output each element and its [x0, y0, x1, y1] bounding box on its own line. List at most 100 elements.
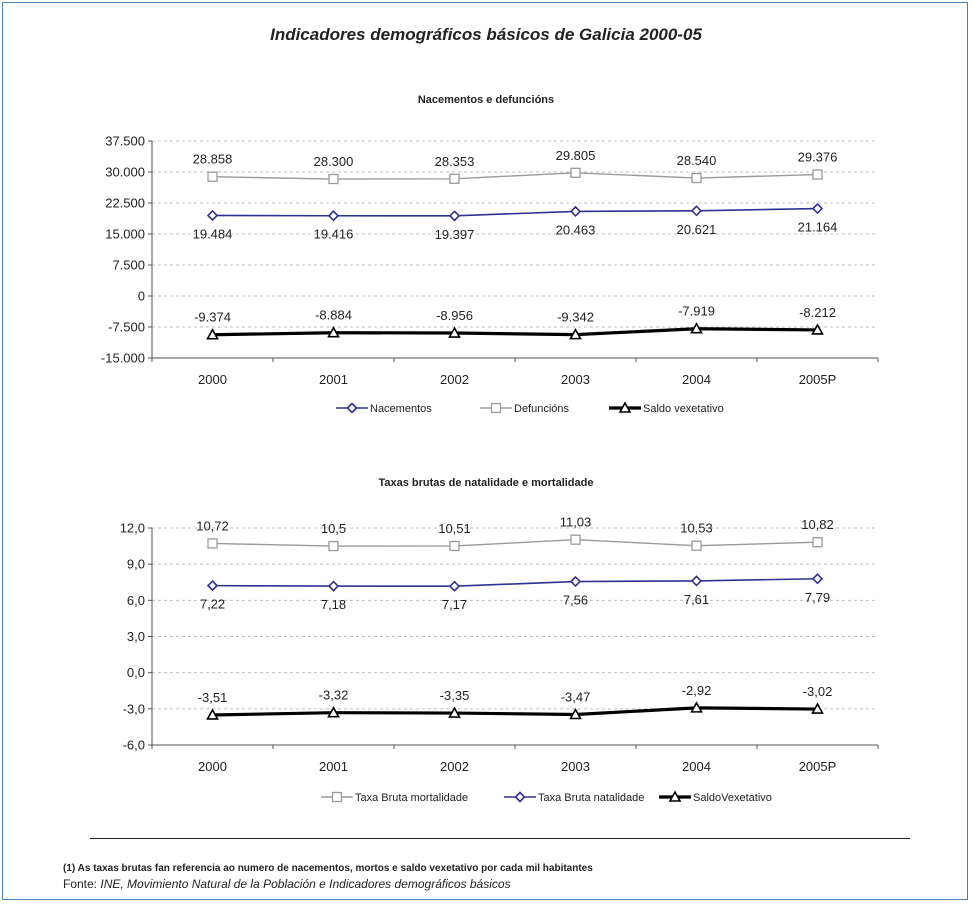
chart1-data-label: 28.300 [314, 154, 354, 169]
chart1-data-label: 28.353 [435, 154, 475, 169]
chart2-data-label: 7,18 [321, 597, 346, 612]
chart1-data-label: -9.342 [557, 310, 594, 325]
chart1-x-tick-label: 2002 [440, 372, 469, 387]
source-text: INE, Movimiento Natural de la Población … [100, 877, 511, 891]
chart2-data-point [811, 702, 824, 714]
chart2-data-label: 10,53 [680, 521, 713, 536]
chart1-y-tick-label: 30.000 [105, 165, 145, 180]
chart1-y-tick-label: -15.000 [101, 351, 145, 366]
chart2-y-tick-label: 9,0 [127, 557, 145, 572]
chart1-legend-defuncions-label: Defuncións [514, 403, 570, 415]
chart2-x-tick-label: 2004 [682, 759, 711, 774]
chart2-series-line-1 [212, 577, 818, 588]
chart1-data-label: 20.621 [677, 222, 717, 237]
chart1-data-point [328, 173, 339, 185]
chart2-data-point [811, 573, 824, 585]
chart2-data-point [206, 708, 219, 720]
chart1-data-label: -8.956 [436, 308, 473, 323]
chart1-data-point [206, 328, 219, 340]
divider [90, 838, 910, 839]
page-title: Indicadores demográficos básicos de Gali… [270, 25, 702, 44]
chart1-x-tick-label: 2003 [561, 372, 590, 387]
chart2-data-point [328, 540, 339, 552]
chart1-y-tick-label: 37.500 [105, 134, 145, 149]
chart1-series-line-0 [212, 207, 818, 217]
chart1-data-point [448, 326, 461, 338]
chart1-data-point [206, 209, 219, 222]
chart2-x-tick-label: 2005P [799, 759, 837, 774]
chart1-data-point [811, 202, 824, 215]
chart2-series-line-2 [212, 706, 818, 717]
chart1-data-label: 29.805 [556, 148, 596, 163]
chart2-data-label: -3,51 [198, 690, 228, 705]
chart1-legend-defuncions-marker [490, 402, 502, 414]
chart2-data-point [570, 534, 581, 545]
chart1-title: Nacementos e defuncións [418, 94, 554, 106]
chart1-data-point [569, 205, 582, 218]
chart2-data-point [569, 575, 582, 588]
chart2-y-tick-label: 3,0 [127, 629, 145, 644]
chart2-series-line-0 [212, 538, 818, 547]
chart1-x-tick-label: 2000 [198, 372, 227, 387]
chart1-legend-nacementos-label: Nacementos [370, 403, 432, 415]
chart2-data-point [569, 707, 582, 720]
chart2-legend-taxa-mortalidade-label: Taxa Bruta mortalidade [355, 792, 468, 804]
chart2-data-label: 7,17 [442, 597, 467, 612]
chart2-data-label: -3,02 [803, 684, 833, 699]
chart1-x-tick-label: 2004 [682, 372, 711, 387]
chart2-data-label: -2,92 [682, 683, 712, 698]
chart2-legend-saldovexetativo-marker [668, 790, 682, 802]
chart2-data-point [327, 706, 340, 718]
chart1-y-tick-label: -7.500 [108, 320, 145, 335]
chart2-legend-taxa-natalidade-label: Taxa Bruta natalidade [538, 792, 644, 804]
chart2-y-tick-label: 12,0 [120, 521, 145, 536]
chart1-data-label: 28.858 [193, 152, 233, 167]
chart1-y-tick-label: 0 [138, 289, 145, 304]
chart1-series-line-2 [212, 327, 818, 337]
chart2-x-tick-label: 2001 [319, 759, 348, 774]
chart1-data-label: 28.540 [677, 153, 717, 168]
chart2-legend-taxa-natalidade-marker [514, 791, 526, 803]
chart1-x-tick-label: 2001 [319, 372, 348, 387]
chart2-y-tick-label: -6,0 [123, 738, 145, 753]
chart2-data-point [691, 540, 702, 551]
chart2-data-label: 11,03 [560, 515, 592, 530]
chart2-legend-taxa-mortalidade-marker [331, 791, 343, 803]
chart1-data-point [812, 169, 823, 180]
chart1-data-point [448, 210, 461, 222]
chart1-data-label: 19.397 [435, 227, 475, 242]
chart2-x-tick-label: 2002 [440, 759, 469, 774]
chart1-x-tick-label: 2005P [799, 372, 837, 387]
chart2-data-point [690, 701, 703, 713]
chart2-data-label: -3,47 [561, 689, 591, 704]
chart1-y-tick-label: 22.500 [105, 196, 145, 211]
chart1-data-label: -8.212 [799, 305, 836, 320]
chart2-data-point [690, 575, 703, 587]
chart1-data-label: 29.376 [798, 150, 838, 165]
chart2-title: Taxas brutas de natalidade e mortalidade [379, 477, 594, 489]
chart1-data-point [327, 326, 340, 338]
chart2-y-tick-label: -3,0 [123, 701, 145, 716]
chart2-data-label: 10,51 [438, 521, 471, 536]
chart2-data-label: 7,79 [805, 590, 830, 605]
chart1-data-point [569, 327, 582, 340]
chart2-y-tick-label: 6,0 [127, 593, 145, 608]
chart2-data-point [448, 580, 461, 592]
chart2-y-tick-label: 0,0 [127, 665, 145, 680]
chart1-data-label: -8.884 [315, 308, 352, 323]
chart1-data-label: -7.919 [678, 304, 715, 319]
chart1-data-point [207, 171, 218, 182]
chart1-data-point [690, 322, 703, 334]
chart1-data-point [327, 210, 340, 222]
chart2-data-point [449, 540, 460, 552]
chart1-y-tick-label: 7.500 [112, 258, 145, 273]
chart1-data-point [811, 323, 824, 335]
chart1-data-label: 19.416 [314, 227, 354, 242]
chart2-legend-saldovexetativo-label: SaldoVexetativo [693, 792, 772, 804]
chart2-data-label: -3,32 [319, 688, 349, 703]
footnote: (1) As taxas brutas fan referencia ao nu… [63, 863, 593, 874]
chart2-data-label: 10,5 [321, 521, 346, 536]
chart2-data-label: -3,35 [440, 688, 470, 703]
